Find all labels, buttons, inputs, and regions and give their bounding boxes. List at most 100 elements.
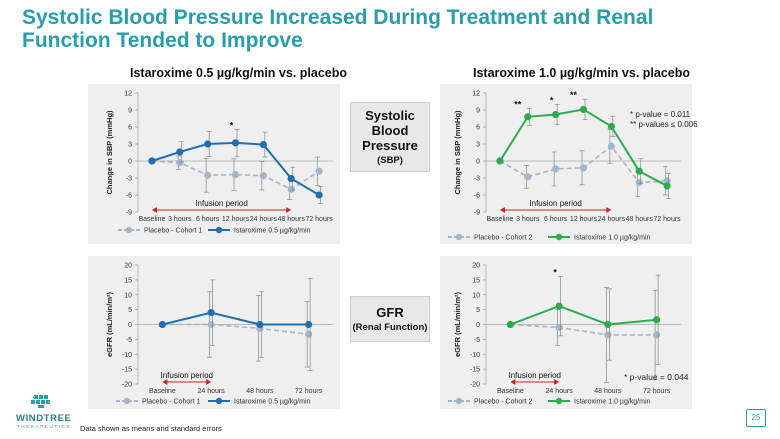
y-tick-label: 5 <box>476 307 480 314</box>
data-point <box>287 185 295 193</box>
data-point <box>204 140 212 148</box>
legend-label: Istaroxime 0.5 µg/kg/min <box>234 399 311 406</box>
data-point <box>204 171 212 179</box>
x-tick-label: 6 hours <box>544 216 568 223</box>
column-heading-ista-10: Istaroxime 1.0 µg/kg/min vs. placebo <box>473 66 691 80</box>
x-tick-label: 72 hours <box>643 388 671 395</box>
data-point <box>315 191 323 199</box>
legend-swatch-marker <box>455 233 463 241</box>
data-point <box>256 320 264 329</box>
infusion-arrow-left-head <box>151 207 157 213</box>
legend-label: Istaroxime 1.0 µg/kg/min <box>574 399 651 406</box>
logo-wordmark: WINDTREE <box>16 413 72 424</box>
y-tick-label: 6 <box>476 125 480 132</box>
y-tick-label: -3 <box>474 176 480 183</box>
sbp-label-main: Systolic Blood Pressure <box>362 107 418 153</box>
y-tick-label: 20 <box>472 263 480 270</box>
y-tick-label: 5 <box>128 307 132 314</box>
page-number[interactable]: 25 <box>746 409 766 427</box>
infusion-arrow-left-head <box>162 379 168 385</box>
data-point <box>555 323 563 332</box>
y-tick-label: -5 <box>474 337 480 344</box>
data-point <box>524 173 532 181</box>
data-point <box>552 110 560 119</box>
data-point <box>579 105 588 114</box>
gfr-label-sub: (Renal Function) <box>352 321 428 333</box>
y-tick-label: -10 <box>122 352 132 359</box>
y-tick-label: -10 <box>470 352 480 359</box>
data-point <box>607 142 615 150</box>
legend-swatch-marker <box>215 397 223 405</box>
infusion-period-label: Infusion period <box>529 199 581 208</box>
y-axis-label: Change in SBP (mmHg) <box>453 110 462 195</box>
y-tick-label: 3 <box>128 142 132 149</box>
data-point <box>231 139 240 147</box>
series-line <box>510 304 657 326</box>
data-point <box>653 316 661 324</box>
y-tick-label: 3 <box>476 142 480 149</box>
significance-marker: ** <box>514 99 522 109</box>
y-tick-label: 0 <box>128 322 132 329</box>
legend-swatch-marker <box>555 397 563 405</box>
data-point <box>207 309 215 317</box>
legend-swatch-marker <box>125 226 133 234</box>
chart-gfr-ista-10-canvas: 20 15 10 5 0 -5 -10 -15 -20 eGFR (mL/min/m²) Basel… <box>448 263 681 406</box>
data-point <box>506 320 514 329</box>
y-tick-label: -9 <box>474 210 480 217</box>
y-tick-label: 9 <box>128 108 132 115</box>
data-point <box>496 157 504 165</box>
x-tick-label: 48 hours <box>594 388 622 395</box>
legend-label: Istaroxime 0.5 µg/kg/min <box>234 228 311 235</box>
y-tick-label: -15 <box>122 367 132 374</box>
significance-marker: * <box>230 120 234 130</box>
y-tick-label: -3 <box>126 176 132 183</box>
footnote: Data shown as means and standard errors <box>80 424 222 433</box>
x-tick-label: 48 hours <box>246 388 274 395</box>
y-tick-label: 20 <box>124 263 132 270</box>
data-point <box>158 320 166 329</box>
y-tick-label: -15 <box>470 367 480 374</box>
legend-label: Placebo - Cohort 2 <box>474 235 532 242</box>
infusion-period-label: Infusion period <box>195 199 247 208</box>
x-tick-label: 6 hours <box>196 216 220 223</box>
gfr-label-box: GFR (Renal Function) <box>350 296 430 342</box>
gfr-pvalue-note: * p-value = 0.044 <box>624 372 689 382</box>
y-axis-label: Change in SBP (mmHg) <box>105 110 114 195</box>
logo-subtitle: THERAPEUTICS <box>17 424 71 429</box>
data-point <box>579 164 588 172</box>
sbp-label-box: Systolic Blood Pressure (SBP) <box>350 102 430 172</box>
chart-sbp-ista-10: 12 9 6 3 0 -3 -6 -9 Change in SBP (mmHg) Baseline… <box>440 84 692 244</box>
infusion-arrow-left-head <box>510 379 516 385</box>
data-point <box>607 122 615 131</box>
y-tick-label: -5 <box>126 337 132 344</box>
y-tick-label: 12 <box>124 91 132 98</box>
infusion-arrow-right-head <box>286 207 292 213</box>
data-point <box>305 330 313 338</box>
x-tick-label: 3 hours <box>516 216 540 223</box>
x-tick-label: 24 hours <box>546 388 574 395</box>
data-point <box>259 172 267 180</box>
sbp-label-sub: (SBP) <box>377 154 403 166</box>
y-tick-label: -6 <box>474 193 480 200</box>
sbp-pvalue-note-1: * p-value = 0.011 <box>630 110 691 119</box>
data-point <box>635 167 643 175</box>
y-tick-label: 0 <box>128 159 132 166</box>
x-tick-label: 12 hours <box>570 216 598 223</box>
y-tick-label: 12 <box>472 91 480 98</box>
legend-label: Placebo - Cohort 1 <box>144 228 202 235</box>
significance-marker: * <box>553 267 557 277</box>
series-line <box>162 323 309 336</box>
x-tick-label: Baseline <box>486 216 513 223</box>
legend-label: Placebo - Cohort 2 <box>474 399 532 406</box>
data-point <box>315 167 323 175</box>
data-point <box>524 113 532 121</box>
legend-label: Placebo - Cohort 1 <box>142 399 200 406</box>
data-point <box>259 140 267 149</box>
x-tick-label: 72 hours <box>653 216 681 223</box>
y-tick-label: -20 <box>122 382 132 389</box>
data-point <box>555 302 563 310</box>
data-point <box>552 165 560 173</box>
data-point <box>176 148 184 156</box>
x-tick-label: 24 hours <box>250 216 278 223</box>
y-tick-label: 10 <box>124 292 132 299</box>
